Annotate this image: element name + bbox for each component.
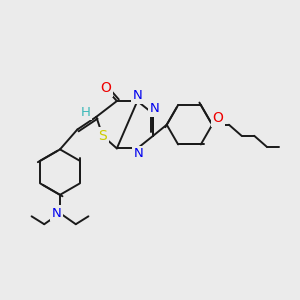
Text: S: S (98, 129, 107, 143)
Text: O: O (100, 81, 111, 95)
Text: N: N (52, 207, 62, 220)
Text: H: H (80, 106, 90, 118)
Text: N: N (133, 89, 142, 102)
Text: N: N (150, 102, 160, 115)
Text: N: N (134, 147, 144, 160)
Text: O: O (212, 111, 223, 125)
